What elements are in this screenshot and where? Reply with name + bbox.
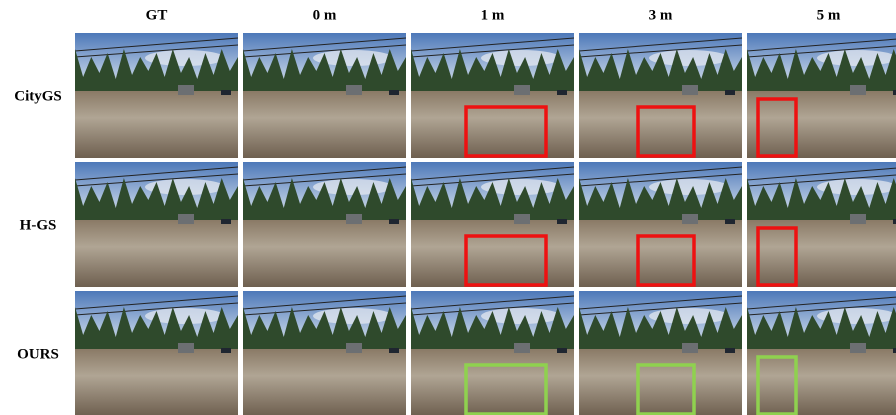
building [850, 214, 866, 224]
building [682, 85, 698, 95]
car [389, 348, 399, 353]
image-cell [411, 291, 579, 415]
ground [411, 220, 574, 287]
building [514, 343, 530, 353]
car [557, 90, 567, 95]
gap [406, 162, 411, 287]
building [178, 214, 194, 224]
building [682, 343, 698, 353]
image-cell [75, 33, 243, 158]
ground [243, 349, 406, 415]
gap [574, 291, 579, 415]
row-label: H-GS [20, 217, 57, 233]
ground [747, 220, 896, 287]
gap [238, 162, 243, 287]
column-header: 0 m [313, 7, 337, 23]
building [178, 85, 194, 95]
car [557, 348, 567, 353]
image-cell [747, 162, 896, 287]
gap [406, 33, 411, 158]
ground [579, 349, 742, 415]
car [221, 219, 231, 224]
image-cell [243, 291, 411, 415]
building [850, 85, 866, 95]
car [389, 219, 399, 224]
car [221, 90, 231, 95]
image-cell [243, 33, 411, 158]
gap [574, 33, 579, 158]
figure: GT 0 m 1 m 3 m 5 m CityGS H-GS OURS [0, 0, 896, 415]
car [725, 348, 735, 353]
car [557, 219, 567, 224]
gap [238, 33, 243, 158]
ground [747, 349, 896, 415]
ground [75, 349, 238, 415]
gap [742, 291, 747, 415]
image-cell [579, 33, 747, 158]
building [346, 343, 362, 353]
building [850, 343, 866, 353]
ground [75, 220, 238, 287]
ground [75, 91, 238, 158]
gap [75, 287, 896, 291]
ground [243, 91, 406, 158]
building [178, 343, 194, 353]
image-cell [579, 162, 747, 287]
image-cell [747, 33, 896, 158]
car [725, 219, 735, 224]
image-cell [579, 291, 747, 415]
gap [406, 291, 411, 415]
ground [579, 91, 742, 158]
row-label: CityGS [14, 88, 62, 104]
gap [75, 158, 896, 162]
image-cell [75, 291, 243, 415]
building [346, 85, 362, 95]
gap [742, 162, 747, 287]
image-cell [411, 33, 579, 158]
car [725, 90, 735, 95]
building [514, 214, 530, 224]
car [221, 348, 231, 353]
ground [411, 349, 574, 415]
column-header: 3 m [649, 7, 673, 23]
row-label: OURS [17, 346, 59, 362]
building [682, 214, 698, 224]
gap [574, 162, 579, 287]
ground [411, 91, 574, 158]
gap [742, 33, 747, 158]
building [514, 85, 530, 95]
image-cell [411, 162, 579, 287]
image-cell [243, 162, 411, 287]
ground [747, 91, 896, 158]
image-cell [75, 162, 243, 287]
column-header: 5 m [817, 7, 841, 23]
building [346, 214, 362, 224]
ground [243, 220, 406, 287]
gap [238, 291, 243, 415]
image-cell [747, 291, 896, 415]
column-header: 1 m [481, 7, 505, 23]
ground [579, 220, 742, 287]
column-header: GT [146, 7, 168, 23]
car [389, 90, 399, 95]
